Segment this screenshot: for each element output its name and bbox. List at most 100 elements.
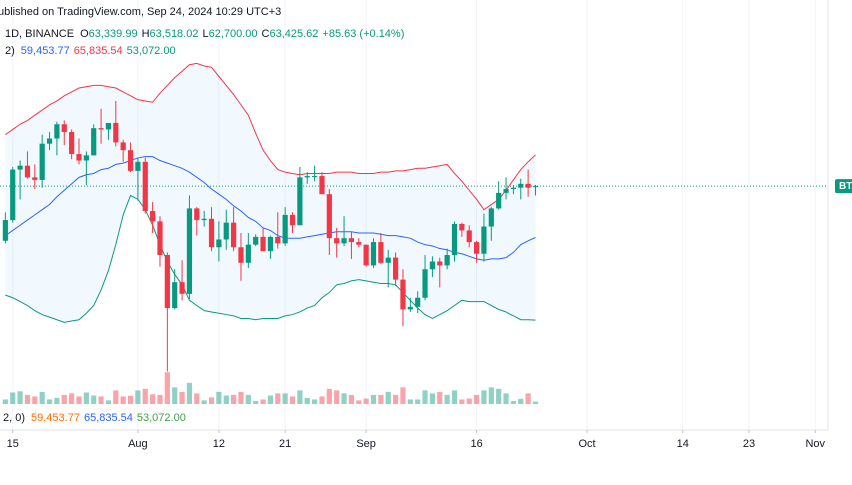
volume-bar [297,390,303,404]
volume-bar [2,399,8,404]
candle-body [32,177,38,180]
volume-bar [370,394,377,404]
candle-body [231,222,237,248]
volume-bar [466,398,472,404]
x-tick-label: Sep [356,438,376,450]
candle-body [525,183,531,188]
ohlc-key: C [262,28,270,40]
candle-body [510,187,516,189]
legend-value: 59,453.77 [31,412,80,424]
candle-body [46,138,53,144]
candle-body [216,239,222,248]
candle-body [532,186,539,188]
volume-bar [326,388,332,404]
volume-bar [17,391,23,404]
volume-bar [76,396,82,404]
volume-bar [91,395,97,404]
volume-bar [157,394,163,404]
ohlc-value: 63,339.99 [89,28,138,40]
x-tick-label: 15 [7,438,19,450]
volume-bar [532,401,539,404]
volume-bar [429,393,436,404]
volume-bar [238,391,244,404]
candle-body [297,177,303,226]
candle-body [194,208,200,221]
candle-body [334,238,340,244]
candle-body [503,188,509,193]
candle-body [466,230,472,243]
candle-body [459,223,465,231]
candle-body [54,124,60,139]
candle-body [392,257,399,280]
candle-body [429,261,436,270]
volume-bar [356,400,362,404]
volume-bar [127,395,134,404]
candle-body [120,142,126,151]
band-line [5,194,536,323]
legend-value: 53,072.00 [127,45,176,57]
volume-bar [267,395,274,404]
candle-body [415,297,421,307]
volume-bar [378,394,384,404]
volume-bar [459,399,465,404]
volume-bar [510,400,516,404]
x-tick-label: Nov [805,438,825,450]
legend-value: 65,835.54 [84,412,133,424]
ohlc-change: +85.63 (+0.14%) [322,28,404,40]
volume-bar [46,399,53,404]
candle-body [76,154,82,161]
candle-body [378,242,384,263]
volume-bar [525,393,531,404]
candle-body [61,124,67,133]
ohlc-value: 62,700.00 [209,28,258,40]
volume-bar [341,393,347,404]
candle-body [304,176,310,178]
volume-bar [282,393,288,404]
x-tick-label: 16 [470,438,482,450]
ohlc-value: 63,518.02 [150,28,199,40]
x-tick-label: 12 [213,438,225,450]
volume-bar [363,398,369,404]
candle-body [157,221,163,256]
volume-bar [120,396,126,404]
candle-body [208,218,215,248]
candle-body [98,128,104,130]
candle-body [172,282,178,309]
candle-body [422,269,428,298]
candle-body [223,222,229,240]
volume-bar [201,400,207,404]
price-tag: BTC [835,179,852,194]
candle-body [496,192,502,209]
x-axis: 15 Aug 12 21 Sep 16 Oct 14 23 Nov [7,430,826,450]
candle-body [481,226,487,254]
candle-body [260,236,266,252]
volume-bar [289,396,296,404]
candle-body [319,176,325,195]
ohlc-key: H [142,28,150,40]
x-tick-label: Oct [578,438,595,450]
candle-body [127,150,134,171]
band-fill [5,63,536,323]
candle-body [253,236,259,245]
volume-bar [83,392,89,404]
watermark: ublished on TradingView.com, Sep 24, 202… [0,6,281,18]
volume-bar [304,397,310,404]
volume-bar [150,394,156,404]
candle-body [113,122,119,143]
candle-body [370,242,377,266]
volume-bar [415,399,421,404]
volume-bar [422,390,428,404]
candle-body [385,257,391,263]
x-tick-label: Aug [128,438,148,450]
candle-body [473,242,480,254]
volume-bar [496,388,502,404]
legend-value: 53,072.00 [137,412,186,424]
volume-bar [348,394,355,404]
candle-body [91,128,97,156]
candle-body [186,208,193,294]
x-tick-label: 14 [677,438,689,450]
volume-legend-prefix: 2, 0) [3,412,25,424]
candle-body [356,242,362,245]
volume-bar [481,390,487,404]
